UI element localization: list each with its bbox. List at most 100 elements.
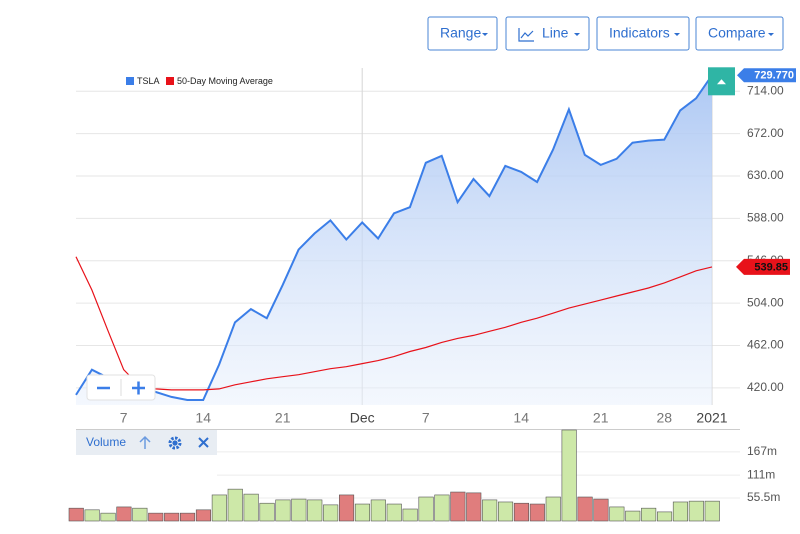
volume-bar <box>529 503 545 522</box>
x-tick-label: 21 <box>593 410 609 426</box>
button-frame <box>596 16 690 51</box>
legend: TSLA 50-Day Moving Average <box>126 76 273 86</box>
ma-line <box>75 256 713 391</box>
line-icon <box>518 28 534 42</box>
toolbar-button[interactable]: Compare <box>695 16 784 51</box>
volume-bar <box>418 496 434 522</box>
volume-header: Volume <box>76 430 217 455</box>
volume-bar <box>164 512 180 522</box>
volume-bar <box>227 488 243 522</box>
x-tick-label: 14 <box>513 410 529 426</box>
volume-tick-label: 55.5m <box>747 490 780 504</box>
volume-bar <box>370 499 386 522</box>
volume-bar <box>577 496 593 522</box>
volume-tick-label: 167m <box>747 444 777 458</box>
volume-bar <box>180 512 196 522</box>
volume-bar <box>704 500 720 522</box>
button-label: Indicators <box>609 25 670 41</box>
volume-bar <box>688 500 704 522</box>
y-tick-label: 672.00 <box>747 126 784 140</box>
volume-bar <box>402 508 418 522</box>
volume-bar <box>84 509 100 522</box>
button-frame <box>505 16 590 51</box>
volume-bar <box>275 499 291 522</box>
volume-bar <box>243 493 259 522</box>
volume-bar <box>307 499 323 522</box>
button-label: Compare <box>708 25 766 41</box>
button-label: Line <box>542 25 569 41</box>
caret <box>674 33 680 36</box>
x-tick-label: 28 <box>657 410 673 426</box>
volume-bar <box>434 494 450 522</box>
volume-bar <box>338 494 355 522</box>
volume-bar <box>482 499 498 522</box>
button-frame <box>695 16 784 51</box>
x-tick-label: 21 <box>275 410 291 426</box>
volume-bar <box>593 498 609 522</box>
price-badge <box>737 68 796 83</box>
volume-bar <box>354 503 371 522</box>
volume-bar <box>466 492 482 522</box>
legend-swatch <box>126 77 134 85</box>
volume-bar <box>132 507 148 522</box>
close-icon[interactable] <box>198 437 209 448</box>
toolbar-button[interactable]: Line <box>505 16 590 51</box>
y-tick-label: 420.00 <box>747 380 784 394</box>
price-badge-label: 729.770 <box>754 70 794 82</box>
ma-badge-label: 539.85 <box>754 261 788 273</box>
legend-swatch <box>166 77 174 85</box>
volume-bar <box>641 507 657 522</box>
button-frame <box>427 16 498 51</box>
volume-bar <box>291 498 307 522</box>
volume-bar <box>656 511 673 522</box>
volume-bar <box>497 501 514 522</box>
caret <box>768 33 774 36</box>
x-tick-label: 7 <box>422 410 430 426</box>
volume-bar <box>148 512 164 522</box>
move-up-icon[interactable] <box>139 435 151 449</box>
y-tick-label: 714.00 <box>747 83 784 97</box>
volume-bar <box>545 496 561 522</box>
y-tick-label: 588.00 <box>747 211 784 225</box>
y-tick-label: 504.00 <box>747 295 784 309</box>
ma-badge <box>736 258 790 275</box>
zoom-in[interactable] <box>132 381 145 395</box>
x-tick-label: 7 <box>120 410 128 426</box>
volume-bar <box>195 509 211 522</box>
volume-bar <box>672 501 689 522</box>
caret <box>574 33 580 36</box>
price-line <box>75 74 713 401</box>
toolbar-button[interactable]: Range <box>427 16 498 51</box>
volume-bar <box>513 502 530 522</box>
volume-title: Volume <box>86 435 126 449</box>
y-tick-label: 630.00 <box>747 168 784 182</box>
button-label: Range <box>440 25 481 41</box>
volume-bar <box>450 491 466 522</box>
volume-bar <box>625 510 641 522</box>
settings-icon-core <box>172 440 178 446</box>
volume-bar <box>259 502 275 522</box>
y-tick-label: 462.00 <box>747 338 784 352</box>
legend-label: 50-Day Moving Average <box>177 76 273 86</box>
volume-bar <box>211 494 227 522</box>
x-tick-label: 14 <box>195 410 211 426</box>
toolbar-button[interactable]: Indicators <box>596 16 690 51</box>
zoom-control <box>86 374 156 401</box>
volume-bar <box>561 429 577 522</box>
volume-tick-label: 111m <box>747 467 775 481</box>
volume-bar <box>323 504 339 522</box>
caret <box>482 33 488 36</box>
settings-icon[interactable] <box>168 436 182 450</box>
price-area <box>76 75 712 406</box>
volume-bar <box>386 503 402 522</box>
x-tick-label: Dec <box>350 410 375 426</box>
volume-bar <box>100 512 116 522</box>
volume-bar <box>609 506 625 522</box>
volume-bar <box>116 506 132 522</box>
scroll-arrow <box>717 79 726 85</box>
volume-bar <box>68 507 84 522</box>
x-tick-label: 2021 <box>696 410 727 426</box>
legend-label: TSLA <box>137 76 160 86</box>
